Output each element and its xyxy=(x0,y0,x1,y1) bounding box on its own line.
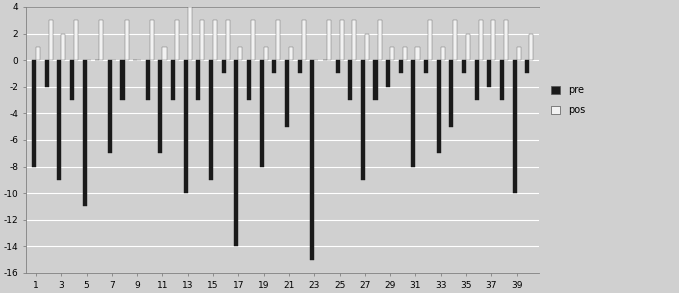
Bar xyxy=(200,20,204,60)
Bar xyxy=(492,20,496,60)
Bar xyxy=(247,60,251,100)
Bar xyxy=(83,60,87,206)
Bar xyxy=(466,34,470,60)
Bar xyxy=(441,47,445,60)
Bar xyxy=(513,60,517,193)
Bar xyxy=(70,60,74,100)
Bar xyxy=(188,7,192,60)
Bar xyxy=(504,20,508,60)
Bar xyxy=(449,60,454,127)
Bar xyxy=(238,47,242,60)
Bar xyxy=(462,60,466,74)
Bar xyxy=(390,47,394,60)
Bar xyxy=(32,60,36,166)
Bar xyxy=(340,20,344,60)
Bar xyxy=(285,60,289,127)
Bar xyxy=(297,60,301,74)
Bar xyxy=(361,60,365,180)
Bar xyxy=(301,20,306,60)
Bar xyxy=(365,34,369,60)
Bar xyxy=(373,60,378,100)
Bar xyxy=(263,47,268,60)
Bar xyxy=(259,60,263,166)
Bar xyxy=(500,60,504,100)
Bar xyxy=(488,60,492,87)
Bar xyxy=(428,20,433,60)
Bar xyxy=(378,20,382,60)
Bar xyxy=(411,60,416,166)
Bar xyxy=(108,60,112,153)
Bar xyxy=(530,34,534,60)
Bar xyxy=(171,60,175,100)
Bar xyxy=(162,47,166,60)
Bar xyxy=(124,20,128,60)
Bar xyxy=(479,20,483,60)
Bar xyxy=(61,34,65,60)
Bar xyxy=(251,20,255,60)
Bar xyxy=(49,20,53,60)
Bar xyxy=(526,60,530,74)
Bar xyxy=(213,20,217,60)
Legend: pre, pos: pre, pos xyxy=(549,83,587,117)
Bar xyxy=(454,20,458,60)
Bar xyxy=(289,47,293,60)
Bar xyxy=(196,60,200,100)
Bar xyxy=(403,47,407,60)
Bar xyxy=(99,20,103,60)
Bar xyxy=(150,20,154,60)
Bar xyxy=(225,20,230,60)
Bar xyxy=(348,60,352,100)
Bar xyxy=(517,47,521,60)
Bar xyxy=(175,20,179,60)
Bar xyxy=(209,60,213,180)
Bar xyxy=(184,60,188,193)
Bar xyxy=(310,60,314,260)
Bar xyxy=(335,60,340,74)
Bar xyxy=(424,60,428,74)
Bar xyxy=(146,60,150,100)
Bar xyxy=(234,60,238,246)
Bar xyxy=(399,60,403,74)
Bar xyxy=(327,20,331,60)
Bar xyxy=(437,60,441,153)
Bar xyxy=(120,60,124,100)
Bar xyxy=(74,20,78,60)
Bar xyxy=(386,60,390,87)
Bar xyxy=(36,47,40,60)
Bar xyxy=(475,60,479,100)
Bar xyxy=(416,47,420,60)
Bar xyxy=(57,60,61,180)
Bar xyxy=(45,60,49,87)
Bar xyxy=(221,60,225,74)
Bar xyxy=(158,60,162,153)
Bar xyxy=(272,60,276,74)
Bar xyxy=(276,20,280,60)
Bar xyxy=(352,20,356,60)
